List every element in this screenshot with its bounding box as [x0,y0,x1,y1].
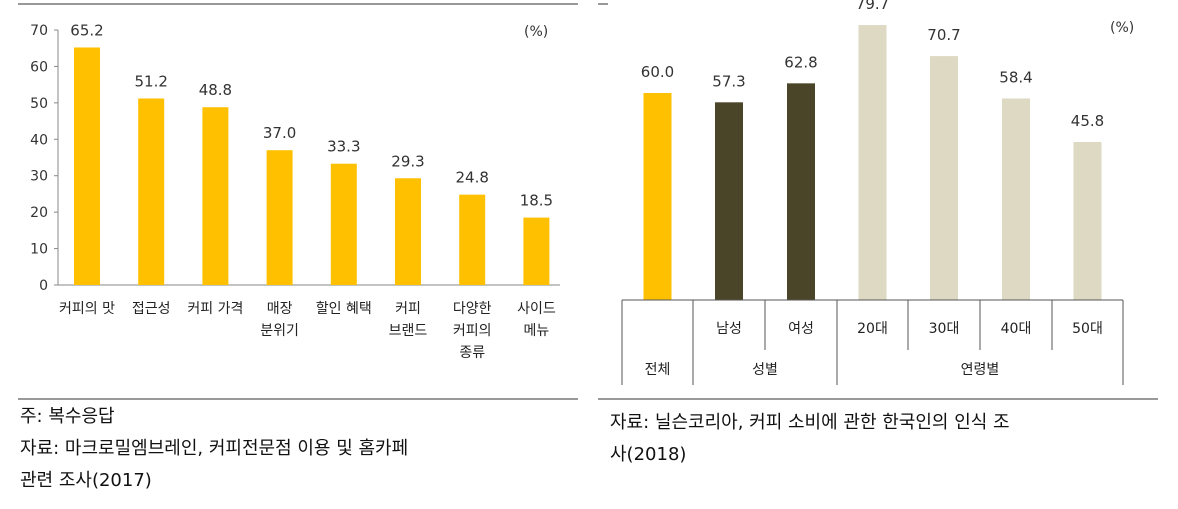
right-value-label: 70.7 [927,26,960,44]
left-bar [138,98,165,285]
left-bar [74,47,100,285]
left-value-label: 51.2 [134,72,167,90]
left-value-label: 33.3 [327,138,360,156]
left-bar [202,107,229,285]
left-unit-label: (%) [524,24,548,40]
left-source-line2: 관련 조사(2017) [20,470,152,491]
left-category-label: 커피 [395,301,421,317]
right-bar [858,25,887,300]
right-value-label: 79.7 [856,0,889,13]
right-category-label: 50대 [1072,321,1103,337]
left-bar [523,217,550,285]
left-value-label: 65.2 [70,21,103,39]
right-group-label: 연령별 [961,362,1000,378]
left-bar-chart: 0 10 20 30 40 50 60 70 (%) 65.2 커피의 맛 51.2 접근성 48.8 커피… [30,21,560,361]
right-source-line1: 자료: 닐슨코리아, 커피 소비에 관한 한국인의 인식 조 [610,412,1010,433]
left-y-tick-label: 40 [30,132,48,148]
right-group-label: 전체 [645,362,671,378]
left-category-label: 종류 [459,345,485,361]
right-bar [643,93,672,300]
left-category-label: 브랜드 [389,323,428,339]
right-value-label: 45.8 [1071,112,1104,130]
left-category-label: 할인 혜택 [316,301,372,317]
right-category-label: 20대 [857,321,888,337]
left-y-tick-label: 50 [30,96,48,112]
right-value-label: 60.0 [641,63,674,81]
right-source-line2: 사(2018) [610,444,687,465]
right-category-label: 40대 [1001,321,1032,337]
left-category-label: 사이드 [517,301,556,317]
left-source-line1: 자료: 마크로밀엠브레인, 커피전문점 이용 및 홈카페 [20,438,409,459]
left-category-label: 분위기 [260,323,299,339]
left-category-label: 커피 가격 [187,301,243,317]
right-group-label: 성별 [752,362,778,378]
left-value-label: 24.8 [455,169,488,187]
left-category-label: 다양한 [453,301,492,317]
right-value-label: 58.4 [999,69,1032,87]
left-category-label: 접근성 [132,301,171,317]
left-y-tick-label: 30 [30,169,48,185]
right-bar [715,102,743,300]
right-category-label: 30대 [929,321,960,337]
right-bar-chart: (%) 60.0 57.3 62.8 79.7 70.7 58.4 45.8 남성 여성 20대 30… [621,0,1134,385]
right-bar [1073,141,1102,300]
left-value-label: 48.8 [199,81,232,99]
right-bar [1002,98,1030,301]
left-footnote: 주: 복수응답 [20,406,115,427]
left-category-label: 메뉴 [524,323,550,339]
right-category-label: 여성 [788,321,814,337]
left-y-tick-label: 20 [30,205,48,221]
left-bar [266,150,293,285]
right-unit-label: (%) [1110,20,1134,36]
left-category-label: 매장 [267,301,293,317]
left-category-label: 커피의 [453,323,492,339]
right-value-label: 57.3 [712,72,745,90]
left-y-tick-label: 60 [30,59,48,75]
left-value-label: 18.5 [520,192,553,210]
right-bar [930,56,958,301]
left-bar [330,163,357,285]
left-value-label: 29.3 [391,152,424,170]
left-y-tick-label: 70 [30,23,48,39]
right-category-label: 남성 [716,321,742,337]
left-value-label: 37.0 [263,124,296,142]
right-bar [787,83,815,300]
left-y-tick-label: 10 [30,242,48,258]
left-bar [459,194,486,285]
left-category-label: 커피의 맛 [59,301,115,317]
left-bar [395,178,421,285]
left-y-tick-label: 0 [39,278,48,294]
right-value-label: 62.8 [784,53,817,71]
